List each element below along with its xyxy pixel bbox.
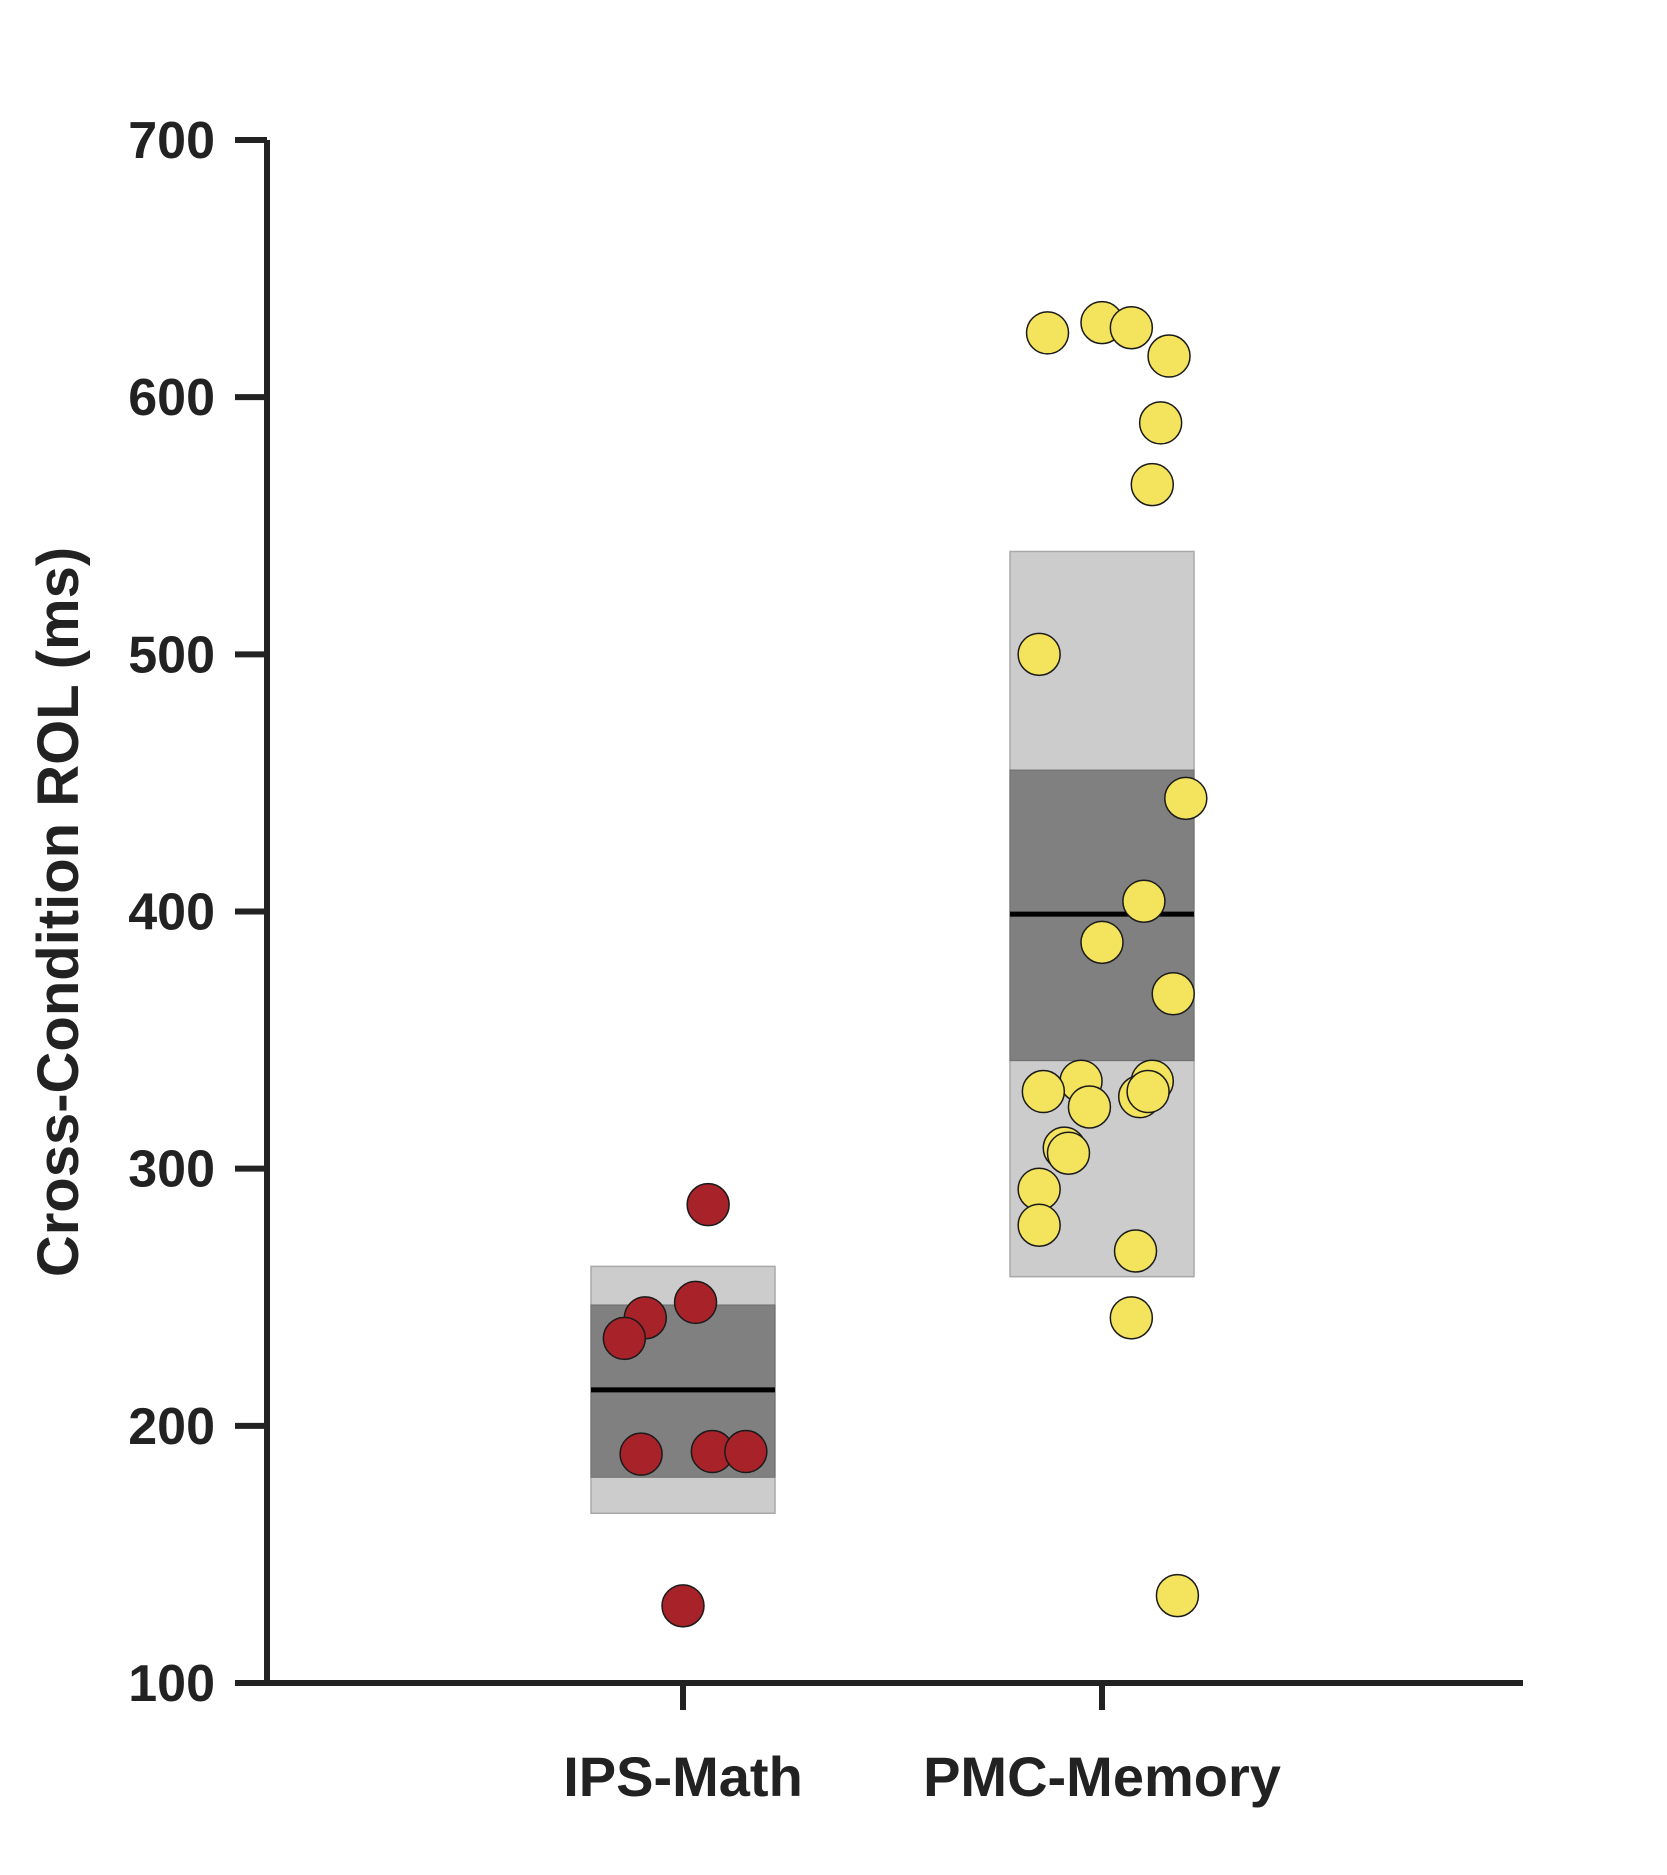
y-tick-label: 300 — [128, 1141, 215, 1199]
y-ticks: 100 200 300 400 500 600 700 — [128, 112, 267, 1713]
x-tick-label-pmc-memory: PMC-Memory — [923, 1745, 1281, 1808]
y-axis-title: Cross-Condition ROL (ms) — [26, 547, 91, 1277]
y-tick-label: 400 — [128, 884, 215, 942]
axes-layer — [264, 140, 1523, 1686]
data-point-pmc-memory — [1138, 401, 1183, 445]
data-point-ips-math — [673, 1280, 718, 1325]
data-point-pmc-memory — [1164, 776, 1208, 821]
x-tick-label-ips-math: IPS-Math — [563, 1745, 803, 1808]
data-point-ips-math — [686, 1182, 730, 1227]
data-point-ips-math — [602, 1316, 647, 1361]
data-point-ips-math — [724, 1429, 768, 1474]
y-tick-label: 500 — [128, 626, 215, 684]
data-point-pmc-memory — [1067, 1085, 1112, 1129]
x-ticks: IPS-Math PMC-Memory — [563, 1683, 1281, 1808]
points-layer — [602, 300, 1208, 1628]
bands-layer — [590, 550, 1195, 1515]
data-point-pmc-memory — [1109, 305, 1154, 350]
data-point-ips-math — [661, 1584, 705, 1628]
data-point-pmc-memory — [1151, 972, 1195, 1016]
data-point-pmc-memory — [1122, 879, 1166, 923]
y-tick-label: 100 — [128, 1655, 215, 1713]
data-point-ips-math — [619, 1432, 663, 1476]
data-point-pmc-memory — [1017, 1203, 1061, 1247]
data-point-pmc-memory — [1155, 1573, 1200, 1618]
data-point-pmc-memory — [1113, 1229, 1158, 1273]
data-point-pmc-memory — [1080, 920, 1124, 965]
data-point-pmc-memory — [1025, 311, 1070, 355]
y-tick-label: 600 — [128, 369, 215, 427]
data-point-pmc-memory — [1046, 1131, 1091, 1175]
y-tick-label: 200 — [128, 1398, 215, 1456]
data-point-pmc-memory — [1021, 1069, 1066, 1114]
y-tick-label: 700 — [128, 112, 215, 170]
data-point-pmc-memory — [1130, 462, 1175, 507]
data-point-pmc-memory — [1109, 1296, 1154, 1340]
data-point-pmc-memory — [1147, 334, 1191, 378]
data-point-pmc-memory — [1017, 632, 1061, 677]
data-point-pmc-memory — [1126, 1069, 1170, 1114]
